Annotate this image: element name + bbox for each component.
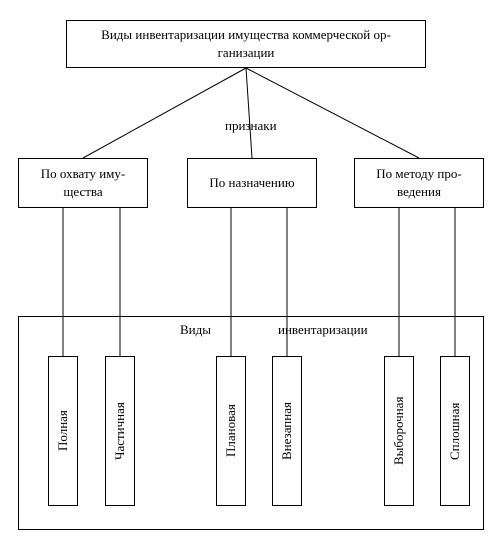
root-text: Виды инвентаризации имущества коммерческ…: [101, 26, 391, 61]
type-node: Плановая: [216, 356, 246, 506]
types-container: [18, 316, 484, 530]
type-node: Внезапная: [272, 356, 302, 506]
types-label-right: инвентаризации: [278, 322, 368, 338]
root-node: Виды инвентаризации имущества коммерческ…: [66, 20, 426, 68]
criteria-label: признаки: [225, 118, 277, 134]
criteria-node: По назначению: [187, 158, 317, 208]
criteria-text: По методу про- ведения: [376, 165, 461, 200]
types-label-left: Виды: [180, 322, 211, 338]
type-node: Сплошная: [440, 356, 470, 506]
criteria-text: По назначению: [209, 174, 294, 192]
type-node: Выборочная: [384, 356, 414, 506]
criteria-node: По охвату иму- щества: [18, 158, 148, 208]
criteria-text: По охвату иму- щества: [41, 165, 126, 200]
type-node: Полная: [48, 356, 78, 506]
criteria-node: По методу про- ведения: [354, 158, 484, 208]
type-node: Частичная: [105, 356, 135, 506]
